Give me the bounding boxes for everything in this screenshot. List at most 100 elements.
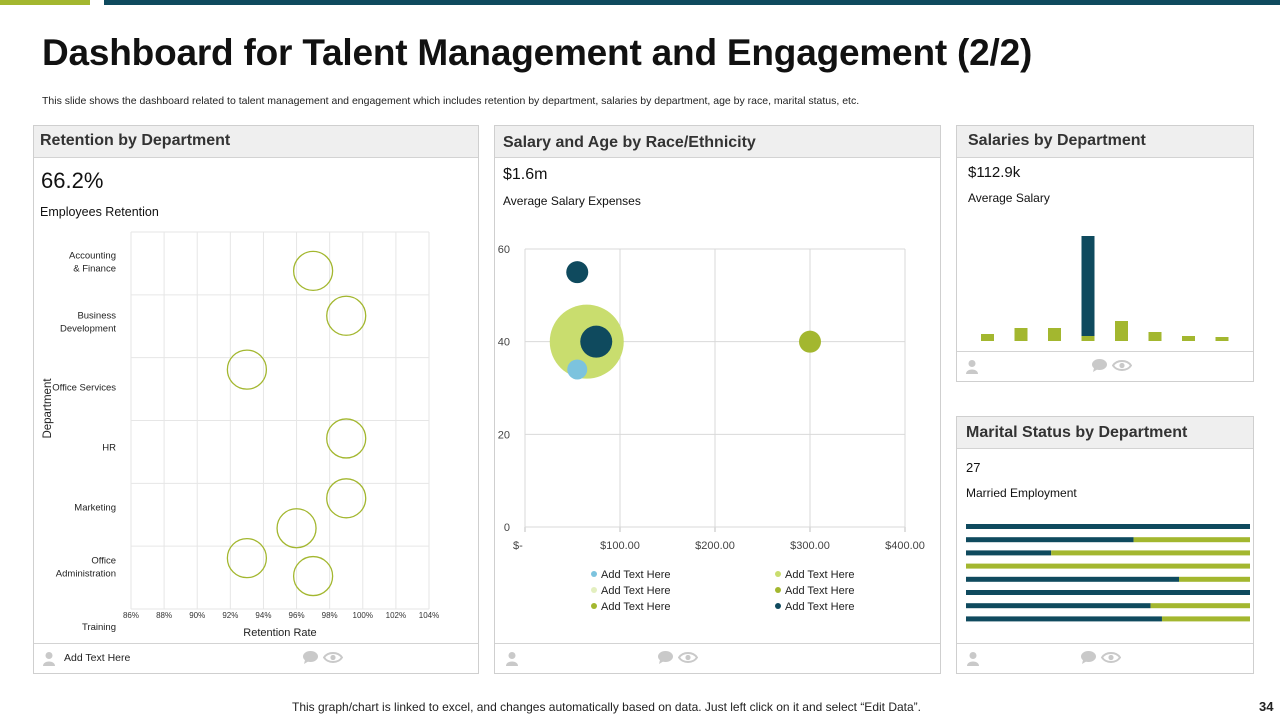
retention-point [326, 478, 367, 519]
salary-age-legend-marker [591, 571, 597, 577]
retention-x-axis-title: Retention Rate [243, 627, 316, 639]
salaries-panel-header: Salaries by Department [957, 126, 1253, 158]
salary-age-kpi-value: $1.6m [503, 166, 548, 183]
eye-icon[interactable] [1111, 358, 1133, 378]
retention-y-axis-title: Department [42, 378, 54, 439]
retention-panel: Retention by Department 66.2% Employees … [33, 125, 479, 674]
salaries-kpi-label: Average Salary [968, 191, 1050, 205]
marital-bar-green [1161, 616, 1250, 622]
retention-x-tick-label: 96% [289, 611, 305, 620]
salary-age-x-tick-label: $200.00 [695, 540, 735, 552]
salary-age-legend-marker [591, 587, 597, 593]
retention-category-label-line: & Finance [73, 263, 116, 274]
salary-age-x-tick-label: $300.00 [790, 540, 830, 552]
retention-category-label: Accounting & Finance [69, 250, 116, 274]
marital-bar-green [1133, 537, 1250, 543]
marital-chart [966, 524, 1250, 622]
eye-icon[interactable] [322, 650, 344, 670]
salaries-panel: Salaries by Department $112.9k Average S… [956, 125, 1254, 382]
salary-age-chart: $- $100.00 $200.00 $300.00 $400.00 0 20 40 60 Add… [498, 244, 925, 613]
retention-kpi-label: Employees Retention [40, 205, 159, 219]
comment-icon[interactable] [1091, 358, 1108, 378]
salary-age-panel-footer [495, 643, 940, 673]
retention-chart: 86% 88% 90% 92% 94% 96% 98% 100% 102% 104% Account… [42, 231, 439, 639]
retention-category-label: Office Administration [56, 556, 116, 580]
marital-kpi-label: Married Employment [966, 486, 1077, 500]
marital-bar-navy [966, 537, 1134, 543]
accent-bar-navy [104, 0, 1280, 5]
marital-bar-navy [966, 590, 1250, 595]
marital-bar-green [966, 563, 1250, 569]
marital-panel: Marital Status by Department 27 Married … [956, 416, 1254, 674]
retention-x-tick-label: 94% [255, 611, 271, 620]
salary-age-y-tick-label: 60 [498, 244, 510, 256]
salary-age-bubble [566, 261, 589, 284]
salary-age-legend-marker [775, 603, 781, 609]
marital-bar-navy [966, 576, 1179, 582]
retention-panel-header: Retention by Department [34, 126, 478, 158]
user-icon [505, 651, 519, 671]
retention-x-tick-label: 86% [123, 611, 139, 620]
comment-icon[interactable] [657, 650, 674, 670]
salary-age-legend-label: Add Text Here [601, 569, 671, 581]
retention-category-label: Marketing [74, 502, 116, 513]
salaries-bar [1081, 336, 1095, 341]
eye-icon[interactable] [1100, 650, 1122, 670]
marital-kpi-value: 27 [966, 460, 981, 475]
retention-kpi-value: 66.2% [41, 168, 104, 193]
salary-age-bubble [567, 359, 588, 380]
salaries-bar [1048, 328, 1061, 341]
salary-age-legend-label: Add Text Here [601, 601, 671, 613]
salary-age-bubble [799, 330, 821, 353]
footer-note: This graph/chart is linked to excel, and… [292, 700, 921, 714]
salary-age-legend-marker [775, 571, 781, 577]
salary-age-legend-marker [775, 587, 781, 593]
retention-x-tick-label: 98% [322, 611, 338, 620]
slide-subtitle: This slide shows the dashboard related t… [42, 95, 860, 107]
retention-category-label: HR [102, 442, 116, 453]
salaries-kpi-value: $112.9k [968, 164, 1021, 181]
retention-category-label: Office Services [52, 383, 116, 394]
retention-point [226, 537, 268, 579]
salary-age-panel-header: Salary and Age by Race/Ethnicity [495, 126, 940, 158]
retention-category-label-line: Administration [56, 569, 116, 580]
salary-age-y-tick-label: 0 [504, 522, 510, 534]
accent-bar-green [0, 0, 90, 5]
salary-age-legend-label: Add Text Here [785, 569, 855, 581]
retention-footer-text: Add Text Here [64, 652, 131, 664]
salary-age-y-tick-label: 40 [498, 337, 510, 349]
retention-category-label-line: Office [91, 556, 116, 567]
retention-panel-footer: Add Text Here [34, 643, 478, 673]
salary-age-legend-label: Add Text Here [785, 585, 855, 597]
retention-x-tick-label: 88% [156, 611, 172, 620]
retention-category-label-line: Training [82, 622, 116, 633]
eye-icon[interactable] [677, 650, 699, 670]
retention-point [326, 295, 367, 336]
retention-point [292, 250, 334, 292]
user-icon [966, 651, 980, 671]
retention-category-label-line: Development [60, 323, 116, 334]
retention-point [226, 349, 268, 390]
salaries-bar [1081, 236, 1095, 336]
salaries-bar [981, 334, 994, 341]
marital-bar-navy [966, 616, 1162, 622]
retention-x-tick-label: 104% [419, 611, 439, 620]
salary-age-kpi-label: Average Salary Expenses [503, 194, 641, 208]
retention-x-tick-label: 100% [353, 611, 373, 620]
comment-icon[interactable] [1080, 650, 1097, 670]
retention-x-tick-label: 92% [222, 611, 238, 620]
user-icon [42, 651, 56, 671]
salary-age-x-tick-label: $- [513, 540, 523, 552]
salaries-bar [1182, 336, 1195, 341]
comment-icon[interactable] [302, 650, 319, 670]
salaries-bar [1014, 328, 1028, 341]
marital-bar-navy [966, 524, 1250, 529]
salaries-panel-footer [957, 351, 1253, 381]
marital-bar-navy [966, 603, 1151, 609]
salary-age-panel: Salary and Age by Race/Ethnicity $1.6m A… [494, 125, 941, 674]
retention-x-tick-label: 102% [386, 611, 406, 620]
salaries-bar [1115, 321, 1128, 341]
retention-category-label: Business Development [60, 310, 116, 334]
marital-bar-green [1179, 576, 1250, 582]
marital-bar-navy [966, 550, 1052, 556]
